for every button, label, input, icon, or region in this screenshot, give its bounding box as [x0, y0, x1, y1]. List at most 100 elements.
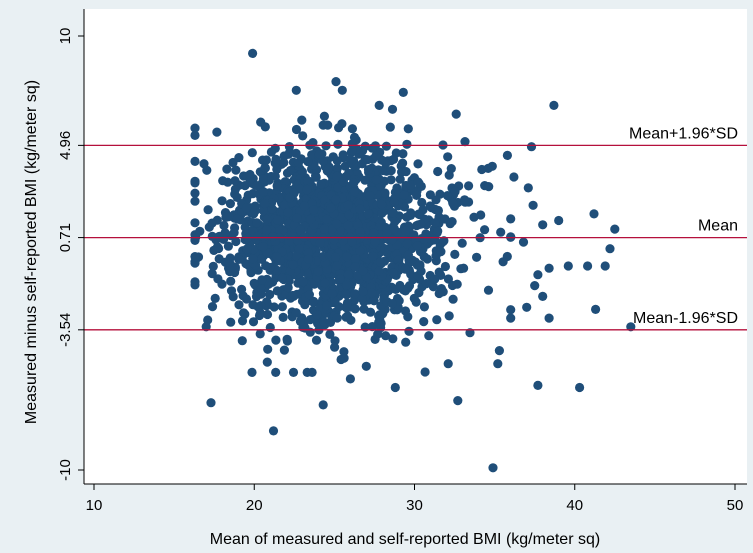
data-point — [231, 236, 241, 247]
y-tick-label: 0.71 — [57, 223, 74, 252]
data-point — [272, 252, 282, 262]
data-point — [190, 178, 200, 188]
data-point — [331, 195, 341, 205]
data-point — [398, 87, 408, 97]
data-point — [401, 337, 411, 347]
data-point — [433, 166, 443, 177]
data-point — [222, 211, 232, 222]
data-point — [285, 193, 295, 203]
data-point — [357, 294, 367, 304]
data-point — [330, 342, 340, 352]
data-point — [589, 209, 599, 219]
data-point — [347, 139, 357, 149]
data-point — [257, 275, 267, 285]
data-point — [329, 235, 339, 245]
data-point — [399, 190, 409, 200]
data-point — [208, 261, 218, 271]
data-point — [522, 302, 532, 312]
data-point — [318, 400, 328, 410]
data-point — [190, 252, 200, 262]
data-point — [358, 266, 368, 276]
data-point — [288, 260, 298, 270]
y-tick-label: -10 — [57, 459, 74, 481]
data-point — [190, 123, 200, 133]
data-point — [443, 152, 453, 162]
data-point — [350, 262, 360, 272]
data-point — [432, 315, 442, 325]
data-point — [433, 205, 443, 216]
data-point — [195, 226, 205, 236]
data-point — [343, 220, 353, 231]
data-point — [394, 296, 404, 306]
data-point — [406, 180, 416, 190]
data-point — [544, 313, 554, 323]
data-point — [293, 158, 303, 168]
data-point — [502, 150, 512, 160]
data-point — [291, 148, 301, 158]
data-point — [464, 181, 474, 191]
data-point — [242, 233, 253, 243]
data-point — [377, 199, 387, 209]
data-point — [472, 252, 482, 262]
data-point — [325, 329, 335, 339]
data-point — [231, 165, 241, 175]
data-point — [241, 294, 252, 304]
y-axis-title: Measured minus self-reported BMI (kg/met… — [23, 80, 40, 424]
data-point — [291, 85, 301, 95]
data-point — [506, 305, 516, 315]
data-point — [291, 124, 302, 135]
data-point — [314, 149, 324, 159]
data-point — [369, 296, 379, 306]
data-point — [506, 214, 516, 224]
data-point — [413, 159, 423, 169]
data-point — [350, 304, 360, 314]
data-point — [480, 225, 490, 235]
data-point — [403, 124, 413, 134]
data-point — [234, 300, 244, 310]
data-point — [509, 172, 519, 182]
data-point — [583, 261, 593, 271]
data-point — [306, 214, 316, 225]
data-point — [190, 130, 200, 140]
data-point — [262, 214, 272, 225]
data-point — [303, 254, 313, 264]
data-point — [488, 463, 498, 473]
data-point — [363, 165, 374, 175]
y-tick-label: 4.96 — [57, 131, 74, 160]
data-point — [349, 187, 360, 197]
data-point — [219, 220, 229, 231]
data-point — [496, 227, 506, 237]
data-point — [258, 205, 268, 216]
data-point — [331, 77, 341, 87]
data-point — [297, 115, 307, 125]
data-point — [304, 290, 314, 300]
data-point — [355, 246, 365, 256]
data-point — [388, 268, 398, 278]
data-point — [268, 232, 278, 242]
data-point — [266, 147, 276, 157]
data-point — [272, 181, 282, 191]
data-point — [419, 317, 429, 327]
data-point — [360, 175, 370, 185]
data-point — [207, 231, 217, 241]
data-point — [414, 209, 424, 219]
data-point — [438, 287, 448, 297]
data-point — [295, 316, 305, 326]
data-point — [248, 317, 259, 327]
data-point — [343, 311, 353, 321]
data-point — [217, 196, 227, 206]
data-point — [430, 274, 440, 284]
data-point — [307, 150, 317, 160]
data-point — [190, 156, 200, 166]
data-point — [446, 164, 456, 174]
data-point — [282, 334, 292, 344]
data-point — [484, 182, 494, 192]
data-point — [201, 322, 211, 332]
data-point — [412, 241, 422, 251]
data-point — [240, 309, 250, 319]
data-point — [523, 183, 533, 193]
data-point — [226, 317, 236, 327]
data-point — [339, 353, 349, 363]
data-point — [280, 200, 290, 210]
data-point — [385, 122, 395, 132]
